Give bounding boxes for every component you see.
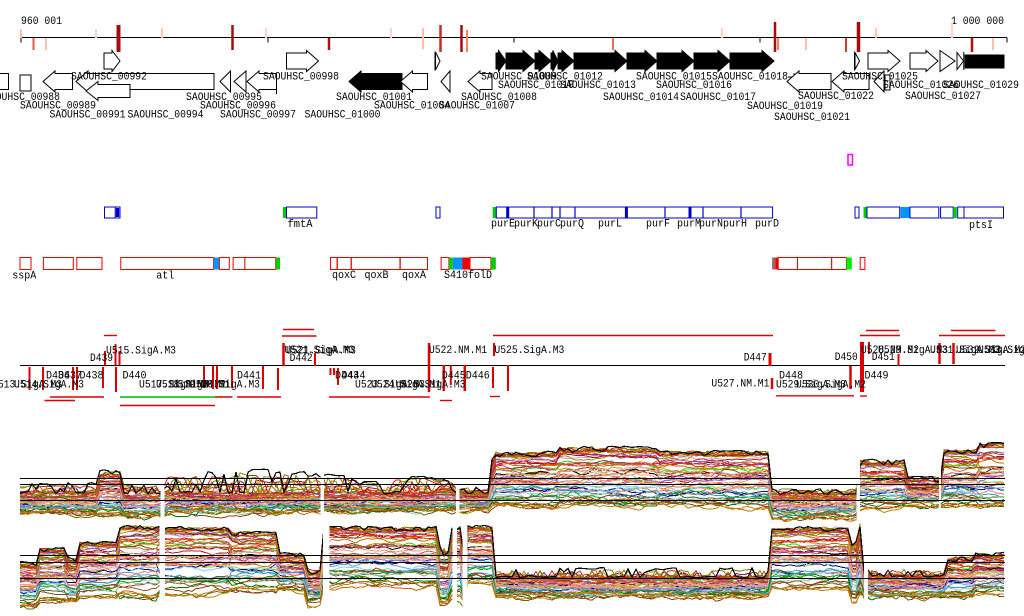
svg-text:D442: D442 — [290, 353, 313, 365]
svg-text:SAOUHSC_01017: SAOUHSC_01017 — [680, 92, 756, 104]
svg-text:purC: purC — [537, 219, 561, 231]
svg-text:D443: D443 — [335, 370, 359, 382]
svg-text:qoxC: qoxC — [332, 270, 356, 282]
svg-text:960 001: 960 001 — [21, 16, 62, 28]
svg-text:D450: D450 — [835, 352, 858, 364]
svg-text:SAOUHSC_01015: SAOUHSC_01015 — [636, 72, 712, 84]
svg-text:U514.SigA.M3: U514.SigA.M3 — [14, 379, 84, 391]
svg-text:SAOUHSC_01029: SAOUHSC_01029 — [943, 80, 1019, 92]
svg-text:SAOUHSC_00992: SAOUHSC_00992 — [71, 72, 147, 84]
svg-text:U529.SigA.M3: U529.SigA.M3 — [776, 379, 846, 391]
svg-text:D449: D449 — [865, 370, 889, 382]
svg-text:ptsI: ptsI — [969, 220, 993, 232]
svg-text:SAOUHSC_00994: SAOUHSC_00994 — [128, 110, 204, 122]
svg-text:SAOUHSC_01010: SAOUHSC_01010 — [498, 80, 574, 92]
svg-text:SAOUHSC_01013: SAOUHSC_01013 — [560, 80, 636, 92]
svg-text:qoxA: qoxA — [402, 270, 426, 282]
svg-text:SAOUHSC_01018: SAOUHSC_01018 — [712, 72, 788, 84]
svg-text:D436: D436 — [46, 370, 70, 382]
svg-text:atl: atl — [156, 271, 174, 283]
svg-text:purF: purF — [646, 219, 670, 231]
svg-text:SAOUHSC_01014: SAOUHSC_01014 — [603, 92, 679, 104]
svg-text:SAOUHSC_01000: SAOUHSC_01000 — [305, 110, 381, 122]
svg-text:purN: purN — [699, 219, 723, 231]
svg-text:SAOUHSC_00996: SAOUHSC_00996 — [200, 101, 276, 113]
svg-text:SAOUHSC_00988: SAOUHSC_00988 — [0, 92, 60, 104]
svg-text:U530.SigA.M2: U530.SigA.M2 — [796, 379, 866, 391]
svg-text:purH: purH — [723, 219, 747, 231]
svg-text:U523.SigA.M3: U523.SigA.M3 — [355, 379, 425, 391]
svg-text:D438: D438 — [80, 370, 104, 382]
svg-text:D441: D441 — [237, 370, 261, 382]
svg-text:D445: D445 — [442, 370, 466, 382]
svg-text:D447: D447 — [744, 353, 767, 365]
svg-text:SAOUHSC_01008: SAOUHSC_01008 — [461, 92, 537, 104]
svg-text:U520.SigA.M3: U520.SigA.M3 — [190, 379, 260, 391]
svg-text:SAOUHSC_00989: SAOUHSC_00989 — [20, 101, 96, 113]
svg-text:SAOUHSC_00991: SAOUHSC_00991 — [50, 110, 126, 122]
svg-text:SAOUHSC_01022: SAOUHSC_01022 — [798, 91, 874, 103]
svg-text:SAOUHSC_01019: SAOUHSC_01019 — [747, 101, 823, 113]
svg-text:U533.SigA2.M4: U533.SigA2.M4 — [978, 345, 1024, 357]
svg-text:qoxB: qoxB — [365, 270, 389, 282]
svg-text:U521.SigA.M3: U521.SigA.M3 — [285, 345, 355, 357]
svg-text:U529.SigA.M3: U529.SigA.M3 — [878, 345, 948, 357]
svg-text:SAOUHSC_01012: SAOUHSC_01012 — [527, 72, 603, 84]
svg-text:SAOUHSC_01009: SAOUHSC_01009 — [481, 72, 557, 84]
svg-text:SAOUHSC_01027: SAOUHSC_01027 — [905, 91, 981, 103]
svg-text:U528.NM.M2: U528.NM.M2 — [861, 345, 919, 357]
svg-text:purL: purL — [598, 219, 622, 231]
svg-text:sspA: sspA — [12, 271, 36, 283]
svg-text:fmtA: fmtA — [288, 219, 313, 231]
svg-text:SAOUHSC_01001: SAOUHSC_01001 — [336, 92, 412, 104]
svg-text:U521.SigA.M3: U521.SigA.M3 — [286, 346, 356, 358]
svg-text:D440: D440 — [123, 370, 147, 382]
svg-text:U531.SigA.M3: U531.SigA.M3 — [930, 345, 1000, 357]
svg-text:U522.NM.M1: U522.NM.M1 — [429, 345, 487, 357]
svg-text:SAOUHSC_01025: SAOUHSC_01025 — [842, 72, 918, 84]
svg-text:SAOUHSC_01004: SAOUHSC_01004 — [374, 101, 450, 113]
svg-text:purQ: purQ — [560, 219, 584, 231]
svg-text:D439: D439 — [90, 353, 113, 365]
svg-text:D437: D437 — [58, 370, 82, 382]
svg-text:D451: D451 — [872, 352, 895, 364]
svg-text:U526.SigA.M3: U526.SigA.M3 — [396, 379, 466, 391]
svg-text:D448: D448 — [779, 370, 803, 382]
svg-text:SAOUHSC_00998: SAOUHSC_00998 — [263, 72, 339, 84]
svg-text:SAOUHSC_01007: SAOUHSC_01007 — [439, 101, 515, 113]
svg-text:U517.SigA.M3: U517.SigA.M3 — [139, 379, 209, 391]
svg-text:D446: D446 — [466, 370, 490, 382]
svg-text:S410folD: S410folD — [444, 270, 492, 282]
svg-text:U519.NM.M1: U519.NM.M1 — [172, 379, 230, 391]
svg-text:purM: purM — [677, 219, 701, 231]
svg-text:SAOUHSC_01026: SAOUHSC_01026 — [883, 80, 959, 92]
svg-text:U518.SigA.M2: U518.SigA.M2 — [156, 379, 226, 391]
svg-text:SAOUHSC_01021: SAOUHSC_01021 — [774, 112, 850, 124]
svg-text:1 000 000: 1 000 000 — [951, 16, 1004, 28]
svg-text:SAOUHSC_01016: SAOUHSC_01016 — [656, 80, 732, 92]
svg-text:purK: purK — [514, 219, 538, 231]
svg-text:U532.SigA.M2: U532.SigA.M2 — [956, 345, 1024, 357]
svg-text:U513.SigA.M3: U513.SigA.M3 — [0, 379, 62, 391]
svg-text:U525.SigA.M3: U525.SigA.M3 — [494, 345, 564, 357]
svg-text:purE: purE — [491, 219, 515, 231]
svg-text:D444: D444 — [342, 370, 366, 382]
svg-text:U524.SigA.M1: U524.SigA.M1 — [371, 379, 441, 391]
svg-text:SAOUHSC_00995: SAOUHSC_00995 — [186, 92, 262, 104]
svg-text:SAOUHSC_00997: SAOUHSC_00997 — [220, 110, 296, 122]
svg-text:U515.SigA.M3: U515.SigA.M3 — [106, 345, 176, 357]
svg-text:U527.NM.M1: U527.NM.M1 — [711, 379, 769, 391]
svg-text:purD: purD — [755, 219, 779, 231]
